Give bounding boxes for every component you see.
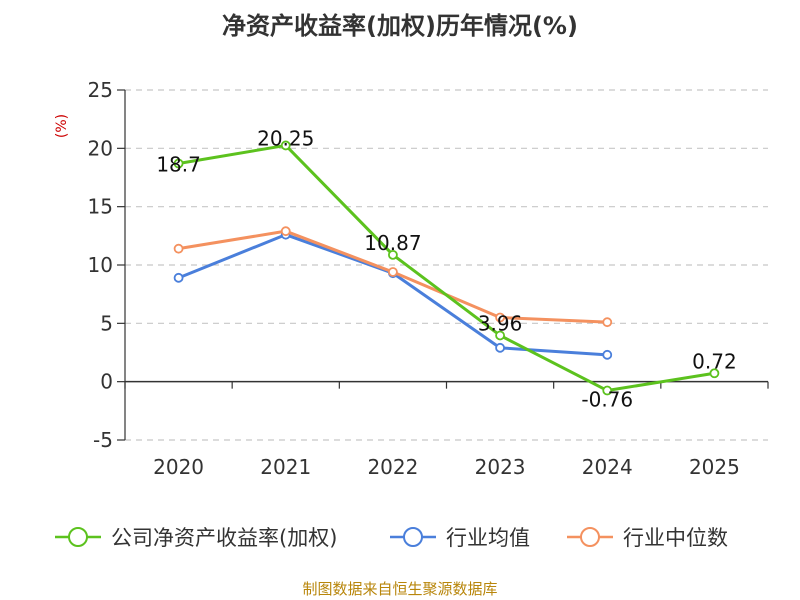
data-point: [602, 385, 613, 396]
legend: 公司净资产收益率(加权) 行业均值 行业中位数: [55, 526, 728, 550]
legend-swatch-marker: [403, 527, 423, 547]
x-tick-label: 2020: [153, 455, 204, 479]
x-tick-label: 2025: [689, 455, 740, 479]
y-tick-label: 10: [88, 253, 113, 277]
legend-label: 行业均值: [446, 526, 530, 550]
y-tick-label: 15: [88, 195, 113, 219]
data-point: [602, 349, 613, 360]
data-label: 20.25: [257, 126, 314, 150]
data-label: 18.7: [156, 153, 201, 177]
axes: 25 20 15 10 5 0 -5 2020 2021 2022 2023 2024 2025: [88, 78, 769, 479]
data-label: 10.87: [364, 231, 421, 255]
data-point: [173, 158, 184, 169]
data-point: [388, 249, 398, 260]
data-label: -0.76: [581, 388, 633, 412]
source-note: 制图数据来自恒生聚源数据库: [302, 580, 497, 598]
data-point: [280, 226, 291, 237]
data-labels: 18.7 20.25 10.87 3.96 -0.76 0.72: [156, 126, 736, 411]
series-lines: [173, 140, 720, 396]
series-line: [178, 143, 715, 393]
data-point: [495, 330, 505, 341]
y-axis-label: (%): [54, 114, 70, 138]
data-point: [495, 342, 505, 353]
x-tick-label: 2021: [260, 455, 311, 479]
legend-label: 公司净资产收益率(加权): [111, 526, 337, 550]
x-tick-label: 2023: [475, 455, 526, 479]
x-tick-label: 2024: [582, 455, 633, 479]
legend-label: 行业中位数: [623, 526, 728, 550]
y-tick-label: -5: [93, 428, 113, 452]
data-point: [495, 312, 505, 323]
data-point: [173, 243, 184, 254]
data-label: 3.96: [478, 311, 523, 335]
y-tick-label: 25: [88, 78, 113, 102]
data-point: [280, 140, 291, 151]
x-tick-label: 2022: [367, 455, 418, 479]
y-tick-label: 0: [100, 370, 113, 394]
grid-lines: [125, 89, 768, 441]
data-label: 0.72: [692, 349, 737, 373]
chart-title: 净资产收益率(加权)历年情况(%): [222, 12, 578, 40]
data-point: [388, 267, 398, 277]
data-point: [173, 272, 184, 283]
y-tick-label: 5: [100, 311, 113, 335]
legend-swatch-marker: [580, 527, 600, 547]
y-tick-label: 20: [88, 136, 113, 160]
legend-swatch-marker: [68, 527, 88, 547]
data-point: [602, 317, 613, 328]
data-point: [709, 368, 720, 379]
